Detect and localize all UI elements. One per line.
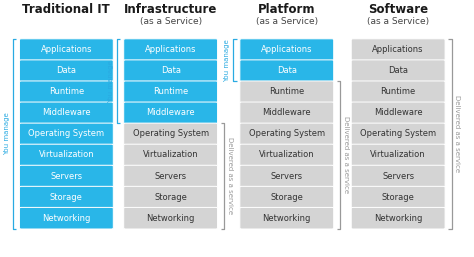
Text: Applications: Applications <box>41 45 92 54</box>
FancyBboxPatch shape <box>19 186 113 208</box>
FancyBboxPatch shape <box>240 186 334 208</box>
Text: Applications: Applications <box>261 45 312 54</box>
Text: Applications: Applications <box>145 45 196 54</box>
Text: Servers: Servers <box>155 171 187 181</box>
FancyBboxPatch shape <box>124 144 218 166</box>
Text: (as a Service): (as a Service) <box>255 17 318 26</box>
Text: Applications: Applications <box>373 45 424 54</box>
FancyBboxPatch shape <box>19 39 113 60</box>
FancyBboxPatch shape <box>351 165 445 187</box>
Text: Networking: Networking <box>374 214 422 223</box>
FancyBboxPatch shape <box>351 144 445 166</box>
Text: Storage: Storage <box>50 192 83 202</box>
FancyBboxPatch shape <box>351 81 445 103</box>
Text: Servers: Servers <box>382 171 414 181</box>
Text: Servers: Servers <box>271 171 303 181</box>
Text: Runtime: Runtime <box>153 87 188 96</box>
Text: Delivered as a service: Delivered as a service <box>455 95 460 172</box>
Text: You manage: You manage <box>4 113 10 155</box>
Text: Virtualization: Virtualization <box>370 150 426 160</box>
FancyBboxPatch shape <box>351 102 445 124</box>
FancyBboxPatch shape <box>351 207 445 229</box>
FancyBboxPatch shape <box>240 39 334 60</box>
Text: Operating System: Operating System <box>360 129 436 139</box>
FancyBboxPatch shape <box>124 207 218 229</box>
Text: Networking: Networking <box>263 214 311 223</box>
FancyBboxPatch shape <box>124 81 218 103</box>
Text: Middleware: Middleware <box>374 108 422 117</box>
Text: Data: Data <box>277 66 297 75</box>
FancyBboxPatch shape <box>351 39 445 60</box>
Text: Data: Data <box>56 66 76 75</box>
Text: Servers: Servers <box>50 171 82 181</box>
Text: (as a Service): (as a Service) <box>367 17 429 26</box>
Text: Runtime: Runtime <box>381 87 416 96</box>
FancyBboxPatch shape <box>351 60 445 81</box>
FancyBboxPatch shape <box>124 39 218 60</box>
Text: Operating System: Operating System <box>133 129 209 139</box>
FancyBboxPatch shape <box>351 123 445 145</box>
FancyBboxPatch shape <box>240 60 334 81</box>
Text: (as a Service): (as a Service) <box>139 17 202 26</box>
Text: Middleware: Middleware <box>146 108 195 117</box>
Text: Storage: Storage <box>154 192 187 202</box>
Text: You manage: You manage <box>109 60 114 103</box>
Text: Middleware: Middleware <box>263 108 311 117</box>
Text: Storage: Storage <box>270 192 303 202</box>
FancyBboxPatch shape <box>19 81 113 103</box>
FancyBboxPatch shape <box>240 123 334 145</box>
Text: You manage: You manage <box>225 39 230 81</box>
FancyBboxPatch shape <box>19 60 113 81</box>
Text: Virtualization: Virtualization <box>259 150 315 160</box>
FancyBboxPatch shape <box>124 186 218 208</box>
Text: Delivered as a service: Delivered as a service <box>227 137 233 215</box>
Text: Virtualization: Virtualization <box>143 150 199 160</box>
FancyBboxPatch shape <box>351 186 445 208</box>
FancyBboxPatch shape <box>124 123 218 145</box>
FancyBboxPatch shape <box>124 165 218 187</box>
FancyBboxPatch shape <box>240 102 334 124</box>
FancyBboxPatch shape <box>19 207 113 229</box>
FancyBboxPatch shape <box>240 144 334 166</box>
Text: Software: Software <box>368 3 428 16</box>
Text: Data: Data <box>161 66 181 75</box>
Text: Traditional IT: Traditional IT <box>22 3 110 16</box>
Text: Networking: Networking <box>42 214 91 223</box>
FancyBboxPatch shape <box>124 60 218 81</box>
Text: Platform: Platform <box>258 3 316 16</box>
Text: Operating System: Operating System <box>28 129 104 139</box>
FancyBboxPatch shape <box>19 123 113 145</box>
Text: Delivered as a service: Delivered as a service <box>343 116 349 194</box>
FancyBboxPatch shape <box>19 102 113 124</box>
Text: Infrastructure: Infrastructure <box>124 3 217 16</box>
FancyBboxPatch shape <box>240 165 334 187</box>
Text: Data: Data <box>388 66 408 75</box>
Text: Virtualization: Virtualization <box>38 150 94 160</box>
Text: Runtime: Runtime <box>49 87 84 96</box>
FancyBboxPatch shape <box>240 81 334 103</box>
Text: Networking: Networking <box>146 214 195 223</box>
Text: Storage: Storage <box>382 192 415 202</box>
FancyBboxPatch shape <box>19 144 113 166</box>
FancyBboxPatch shape <box>240 207 334 229</box>
Text: Middleware: Middleware <box>42 108 91 117</box>
FancyBboxPatch shape <box>124 102 218 124</box>
Text: Operating System: Operating System <box>249 129 325 139</box>
Text: Runtime: Runtime <box>269 87 304 96</box>
FancyBboxPatch shape <box>19 165 113 187</box>
